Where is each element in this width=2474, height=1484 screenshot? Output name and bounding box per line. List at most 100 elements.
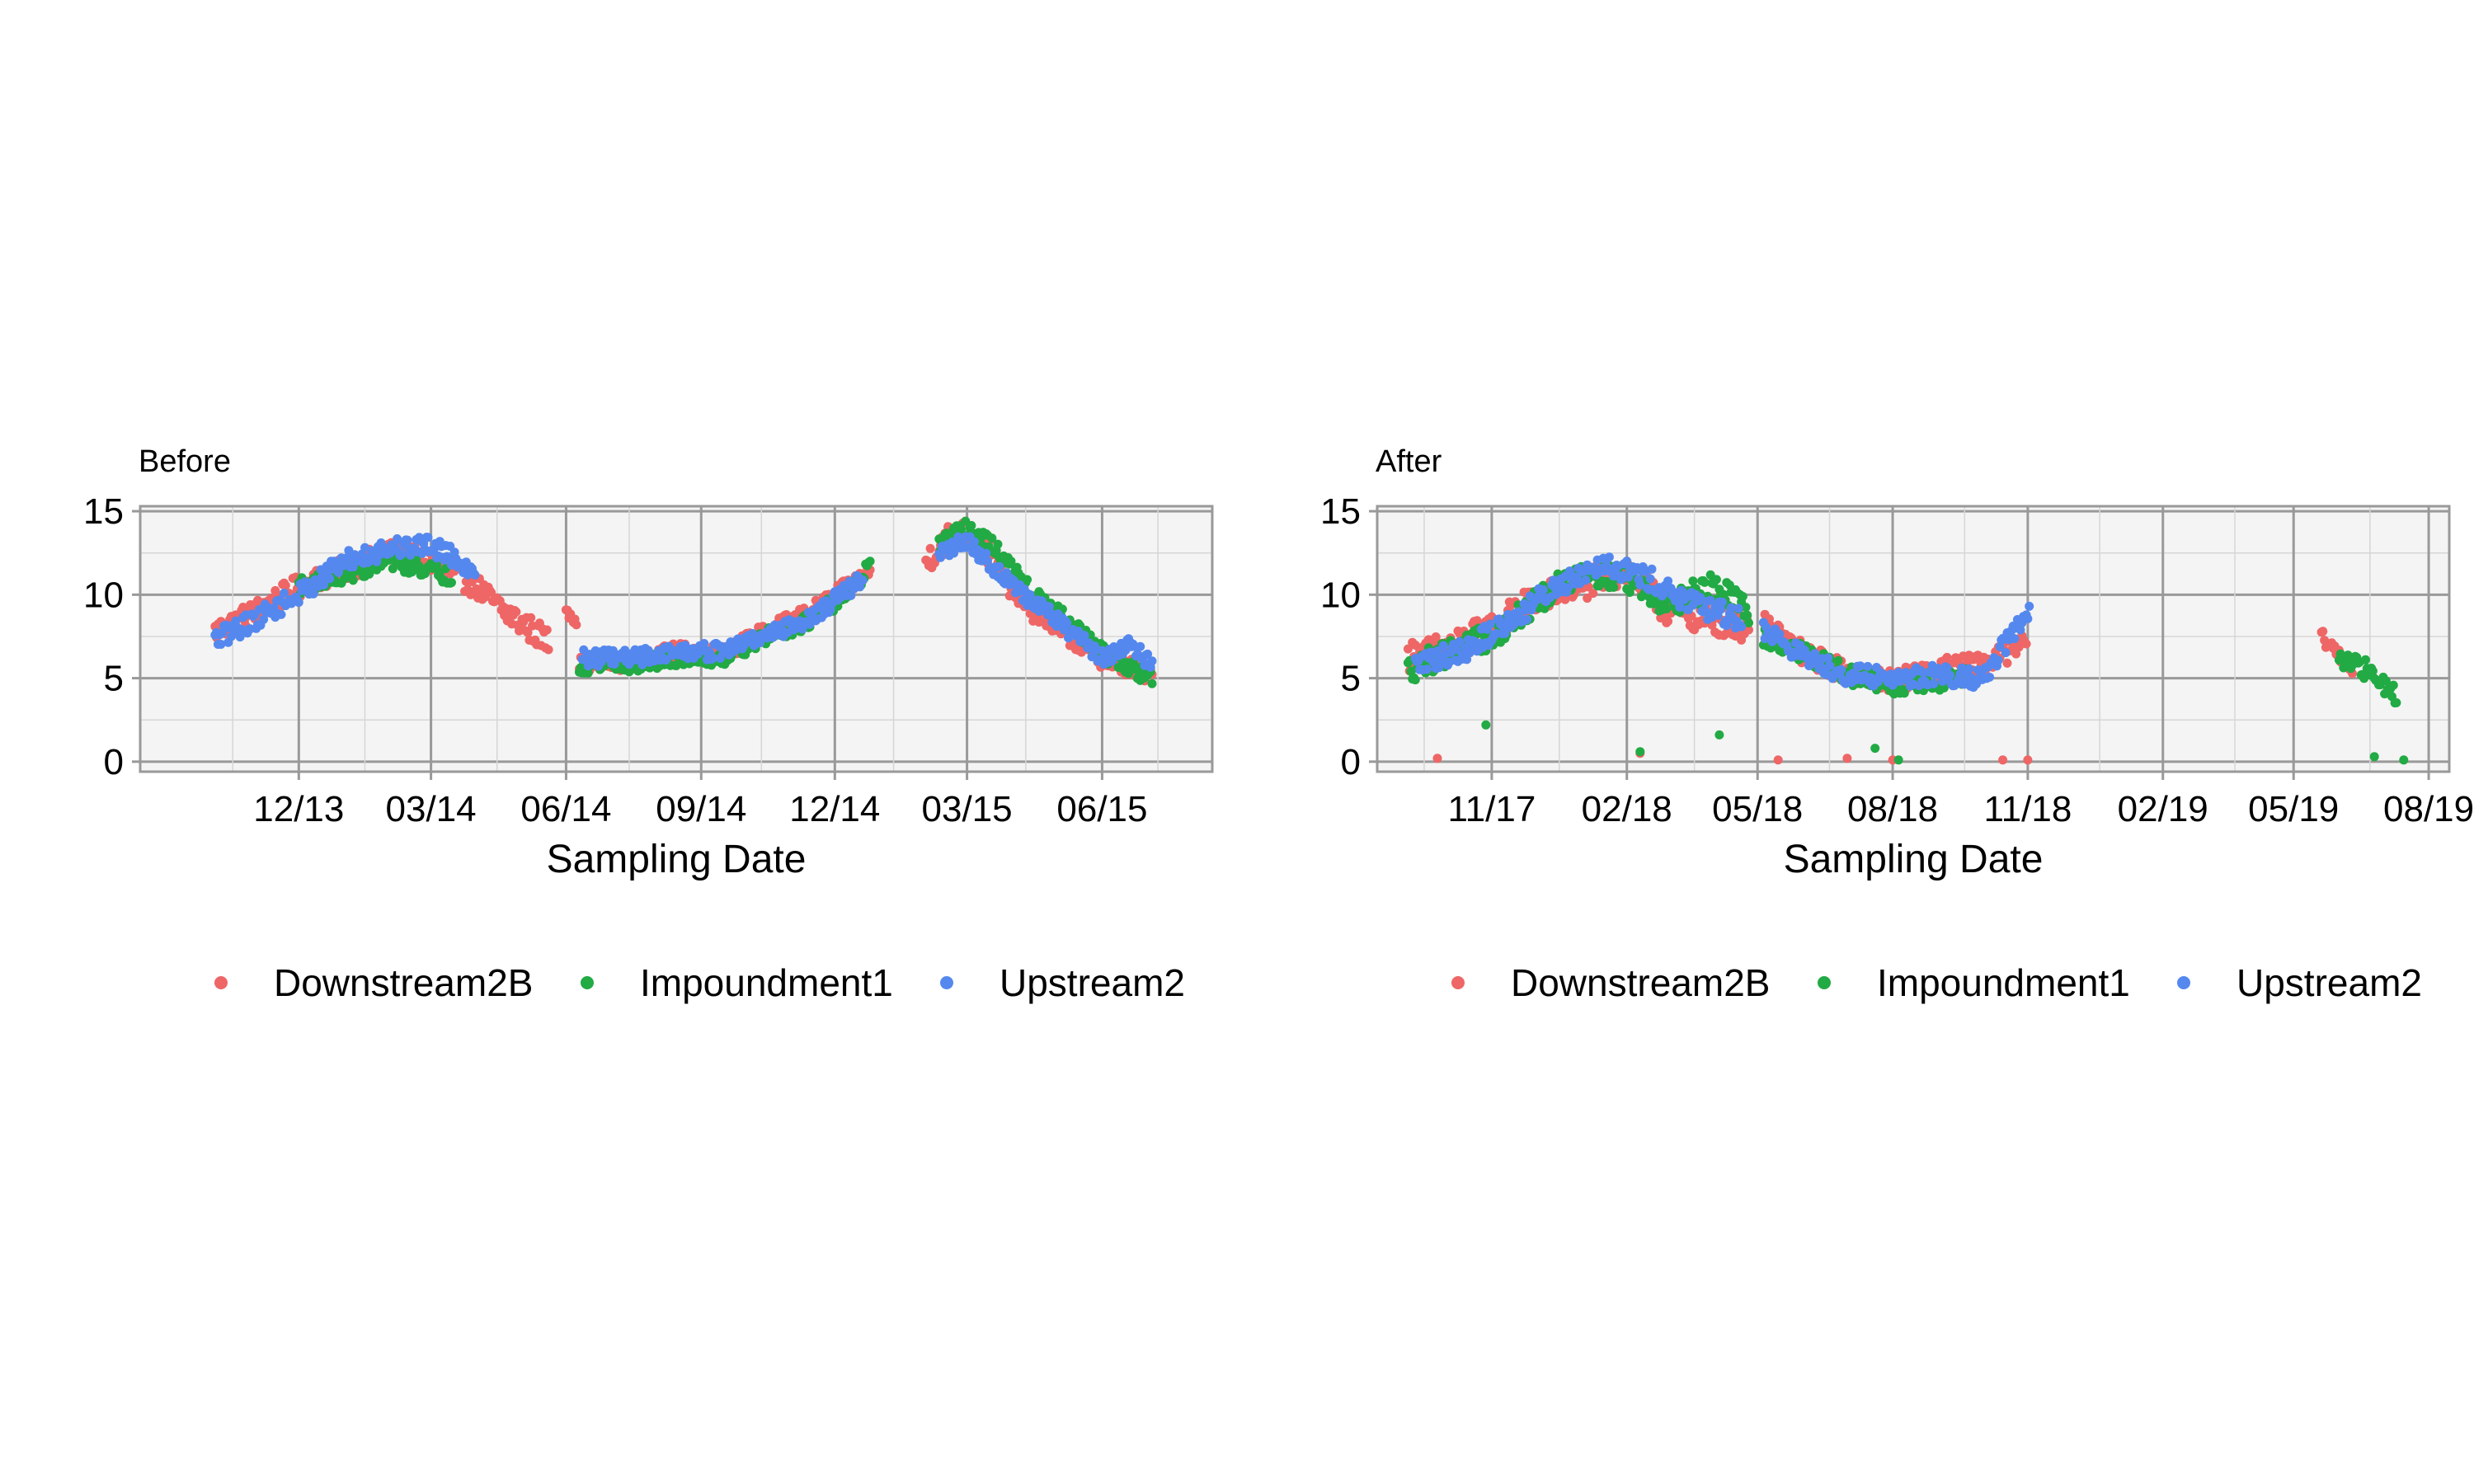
x-tick-label: 02/19 (2118, 789, 2208, 829)
point-upstream2 (1837, 665, 1846, 674)
point-impoundment1 (1893, 755, 1903, 765)
y-tick-label: 15 (83, 491, 124, 532)
point-downstream2b (1588, 589, 1598, 599)
point-upstream2 (1942, 663, 1952, 673)
point-impoundment1 (1023, 575, 1032, 585)
point-upstream2 (1716, 604, 1726, 614)
legend-label-impoundment1: Impoundment1 (1877, 961, 2130, 1004)
point-impoundment1 (865, 556, 875, 566)
point-upstream2 (360, 542, 369, 552)
point-impoundment1 (1743, 610, 1752, 620)
point-downstream2b (280, 580, 290, 590)
legend-marker-impoundment1 (581, 976, 594, 989)
point-upstream2 (1423, 665, 1432, 674)
point-upstream2 (2010, 634, 2020, 644)
point-downstream2b (1842, 754, 1852, 763)
point-downstream2b (925, 543, 935, 553)
point-impoundment1 (2368, 666, 2378, 676)
point-upstream2 (1500, 628, 1510, 638)
point-impoundment1 (1744, 618, 1753, 627)
legend-marker-downstream2b (1451, 976, 1465, 989)
point-upstream2 (1465, 648, 1475, 658)
point-upstream2 (397, 549, 407, 559)
point-upstream2 (1718, 597, 1727, 607)
legend-before: Downstream2B Impoundment1 Upstream2 (214, 961, 1185, 1004)
point-upstream2 (1645, 574, 1655, 584)
point-impoundment1 (1738, 592, 1747, 601)
point-upstream2 (1581, 575, 1591, 585)
point-upstream2 (2023, 614, 2033, 623)
point-upstream2 (2001, 648, 2011, 658)
grid-after (1377, 506, 2449, 772)
panel-title-before: Before (139, 444, 231, 479)
point-impoundment1 (1635, 747, 1645, 757)
point-upstream2 (699, 639, 709, 648)
point-upstream2 (1025, 590, 1035, 599)
point-upstream2 (2015, 625, 2025, 635)
point-upstream2 (949, 548, 959, 558)
point-upstream2 (1737, 622, 1747, 632)
point-upstream2 (1522, 614, 1532, 624)
point-upstream2 (1993, 655, 2003, 665)
point-upstream2 (1451, 645, 1461, 655)
point-upstream2 (1663, 576, 1673, 586)
y-tick-label: 5 (1341, 659, 1361, 699)
point-impoundment1 (987, 533, 997, 543)
point-upstream2 (1059, 625, 1069, 635)
legend-label-downstream2b: Downstream2B (274, 961, 533, 1004)
x-tick-label: 06/14 (520, 789, 611, 829)
point-downstream2b (2023, 755, 2033, 765)
panel-before: Before 0 5 10 15 12/13 03/14 06/14 09/14 12/14 0… (83, 444, 1214, 881)
point-downstream2b (2318, 627, 2328, 636)
plot-area-after (1377, 506, 2449, 772)
legend-marker-downstream2b (214, 976, 228, 989)
point-upstream2 (846, 590, 856, 600)
point-upstream2 (1726, 603, 1736, 613)
point-impoundment1 (2392, 697, 2401, 707)
point-downstream2b (2021, 639, 2031, 649)
legend-after: Downstream2B Impoundment1 Upstream2 (1451, 961, 2422, 1004)
point-upstream2 (276, 609, 286, 619)
point-upstream2 (1549, 575, 1559, 585)
point-downstream2b (1432, 754, 1442, 763)
x-tick-label: 12/14 (789, 789, 880, 829)
point-upstream2 (1108, 656, 1117, 666)
point-upstream2 (1079, 631, 1089, 641)
point-upstream2 (1635, 580, 1645, 589)
point-upstream2 (637, 660, 647, 669)
point-downstream2b (487, 588, 496, 597)
point-impoundment1 (1662, 604, 1672, 613)
point-upstream2 (1929, 679, 1939, 688)
point-impoundment1 (1711, 575, 1721, 585)
x-tick-label: 11/18 (1983, 789, 2072, 829)
point-upstream2 (858, 575, 868, 585)
x-tick-label: 06/15 (1056, 789, 1147, 829)
point-impoundment1 (993, 539, 1003, 549)
point-upstream2 (294, 598, 303, 608)
point-upstream2 (1945, 670, 1954, 680)
point-impoundment1 (1147, 679, 1157, 688)
point-impoundment1 (1410, 675, 1420, 685)
x-tick-label: 03/15 (922, 789, 1013, 829)
point-impoundment1 (1870, 744, 1880, 754)
point-downstream2b (468, 577, 477, 587)
point-downstream2b (1663, 617, 1673, 627)
y-tick-label: 15 (1320, 491, 1361, 532)
legend-label-downstream2b: Downstream2B (1511, 961, 1770, 1004)
point-upstream2 (609, 660, 619, 669)
x-tick-label: 11/17 (1447, 789, 1536, 829)
point-impoundment1 (348, 575, 358, 585)
point-impoundment1 (447, 578, 456, 588)
x-axis-title-before: Sampling Date (547, 838, 807, 881)
point-upstream2 (1985, 672, 1995, 682)
point-upstream2 (1647, 564, 1657, 574)
y-tick-label: 0 (104, 742, 124, 782)
y-tick-label: 10 (83, 575, 124, 615)
x-axis-title-after: Sampling Date (1784, 838, 2044, 881)
point-upstream2 (1434, 663, 1444, 673)
x-ticks-after: 11/17 02/18 05/18 08/18 11/18 02/19 05/19 08/19 (1447, 772, 2474, 829)
x-tick-label: 12/13 (253, 789, 344, 829)
legend-marker-upstream2 (940, 976, 953, 989)
plot-border-after (1376, 505, 2451, 773)
point-upstream2 (1044, 602, 1054, 612)
